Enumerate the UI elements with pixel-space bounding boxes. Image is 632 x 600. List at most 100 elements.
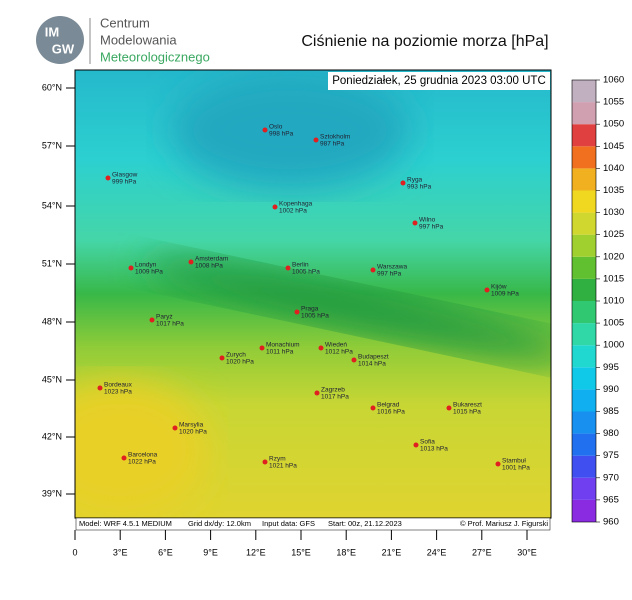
city-name: Kopenhaga xyxy=(279,201,313,208)
color-swatch xyxy=(572,345,596,368)
city-name: Zurych xyxy=(226,352,246,359)
lat-label: 45°N xyxy=(42,374,62,384)
city-pressure: 1020 hPa xyxy=(226,359,254,366)
city-name: Budapeszt xyxy=(358,354,389,361)
city-name: Londyn xyxy=(135,262,157,269)
lon-label: 24°E xyxy=(427,547,447,557)
city-name: Warszawa xyxy=(377,264,407,271)
timestamp: Poniedziałek, 25 grudnia 2023 03:00 UTC xyxy=(332,75,546,87)
colorbar-label: 995 xyxy=(603,362,619,373)
city-marker xyxy=(262,127,268,133)
city-pressure: 993 hPa xyxy=(407,184,432,191)
city-name: Wiedeń xyxy=(325,342,347,349)
logo-circle xyxy=(36,16,84,64)
city-name: Ryga xyxy=(407,177,423,184)
city-name: Bordeaux xyxy=(104,382,133,389)
color-swatch xyxy=(572,455,596,478)
city-marker xyxy=(484,287,490,293)
lon-label: 6°E xyxy=(158,547,173,557)
color-swatch xyxy=(572,234,596,257)
color-swatch xyxy=(572,278,596,301)
city-name: Glasgow xyxy=(112,172,138,179)
trough xyxy=(144,259,551,361)
city-pressure: 1014 hPa xyxy=(358,361,386,368)
city-marker xyxy=(188,259,194,265)
colorbar-label: 1035 xyxy=(603,185,624,196)
city-marker xyxy=(262,459,268,465)
colorbar-label: 1025 xyxy=(603,229,624,240)
city-marker xyxy=(285,265,291,271)
city-marker xyxy=(149,317,155,323)
colorbar-label: 970 xyxy=(603,472,619,483)
city-name: Zagrzeb xyxy=(321,387,345,394)
city-name: Praga xyxy=(301,306,319,313)
city-marker xyxy=(121,455,127,461)
city-marker xyxy=(446,405,452,411)
institute: Meteorologicznego xyxy=(100,49,210,64)
city-marker xyxy=(294,309,300,315)
lon-label: 3°E xyxy=(113,547,128,557)
city-pressure: 1016 hPa xyxy=(377,409,405,416)
low-area xyxy=(170,70,410,190)
colorbar-label: 980 xyxy=(603,428,619,439)
lat-label: 42°N xyxy=(42,431,62,441)
city-pressure: 998 hPa xyxy=(269,131,294,138)
color-swatch xyxy=(572,411,596,434)
footer: © Prof. Mariusz J. Figurski xyxy=(460,519,548,528)
city-pressure: 1015 hPa xyxy=(453,409,481,416)
city-pressure: 1005 hPa xyxy=(292,269,320,276)
city-marker xyxy=(97,385,103,391)
lon-label: 27°E xyxy=(472,547,492,557)
city-marker xyxy=(105,175,111,181)
city-name: Marsylia xyxy=(179,422,204,429)
city-pressure: 1023 hPa xyxy=(104,389,132,396)
colorbar-label: 975 xyxy=(603,450,619,461)
footer: Grid dx/dy: 12.0km xyxy=(188,519,251,528)
city-pressure: 987 hPa xyxy=(320,141,345,148)
city-name: Sofia xyxy=(420,439,435,446)
city-pressure: 997 hPa xyxy=(419,224,444,231)
color-swatch xyxy=(572,389,596,412)
city-name: Belgrad xyxy=(377,402,400,409)
footer: Input data: GFS xyxy=(262,519,315,528)
colorbar-label: 1060 xyxy=(603,75,624,86)
colorbar-label: 1055 xyxy=(603,97,624,108)
lon-label: 21°E xyxy=(382,547,402,557)
city-name: Stambuł xyxy=(502,458,526,465)
lon-label: 0 xyxy=(72,547,77,557)
city-marker xyxy=(128,265,134,271)
city-pressure: 999 hPa xyxy=(112,179,137,186)
color-swatch xyxy=(572,367,596,390)
city-name: Wilno xyxy=(419,217,436,224)
lat-label: 57°N xyxy=(42,140,62,150)
city-marker xyxy=(413,442,419,448)
color-swatch xyxy=(572,301,596,324)
colorbar-label: 1030 xyxy=(603,207,624,218)
city-pressure: 1009 hPa xyxy=(135,269,163,276)
city-pressure: 1001 hPa xyxy=(502,465,530,472)
city-pressure: 1009 hPa xyxy=(491,291,519,298)
city-pressure: 1022 hPa xyxy=(128,459,156,466)
high-area xyxy=(75,380,210,518)
city-name: Rzym xyxy=(269,456,286,463)
city-pressure: 1021 hPa xyxy=(269,463,297,470)
city-pressure: 1013 hPa xyxy=(420,446,448,453)
color-swatch xyxy=(572,477,596,500)
colorbar-label: 965 xyxy=(603,494,619,505)
footer: Model: WRF 4.5.1 MEDIUM xyxy=(79,519,172,528)
color-swatch xyxy=(572,433,596,456)
city-marker xyxy=(400,180,406,186)
city-marker xyxy=(351,357,357,363)
colorbar-label: 1020 xyxy=(603,251,624,262)
lat-label: 51°N xyxy=(42,258,62,268)
city-name: Paryż xyxy=(156,314,173,321)
city-name: Sztokholm xyxy=(320,134,350,141)
city-pressure: 1017 hPa xyxy=(321,394,349,401)
lat-label: 39°N xyxy=(42,488,62,498)
color-swatch xyxy=(572,168,596,191)
colorbar-label: 1050 xyxy=(603,119,624,130)
axes: 60°N 57°N 54°N 51°N 48°N 45°N 42°N 39°N 0 3°E 6°E 9… xyxy=(42,82,537,557)
lon-label: 9°E xyxy=(203,547,218,557)
color-swatch xyxy=(572,80,596,103)
